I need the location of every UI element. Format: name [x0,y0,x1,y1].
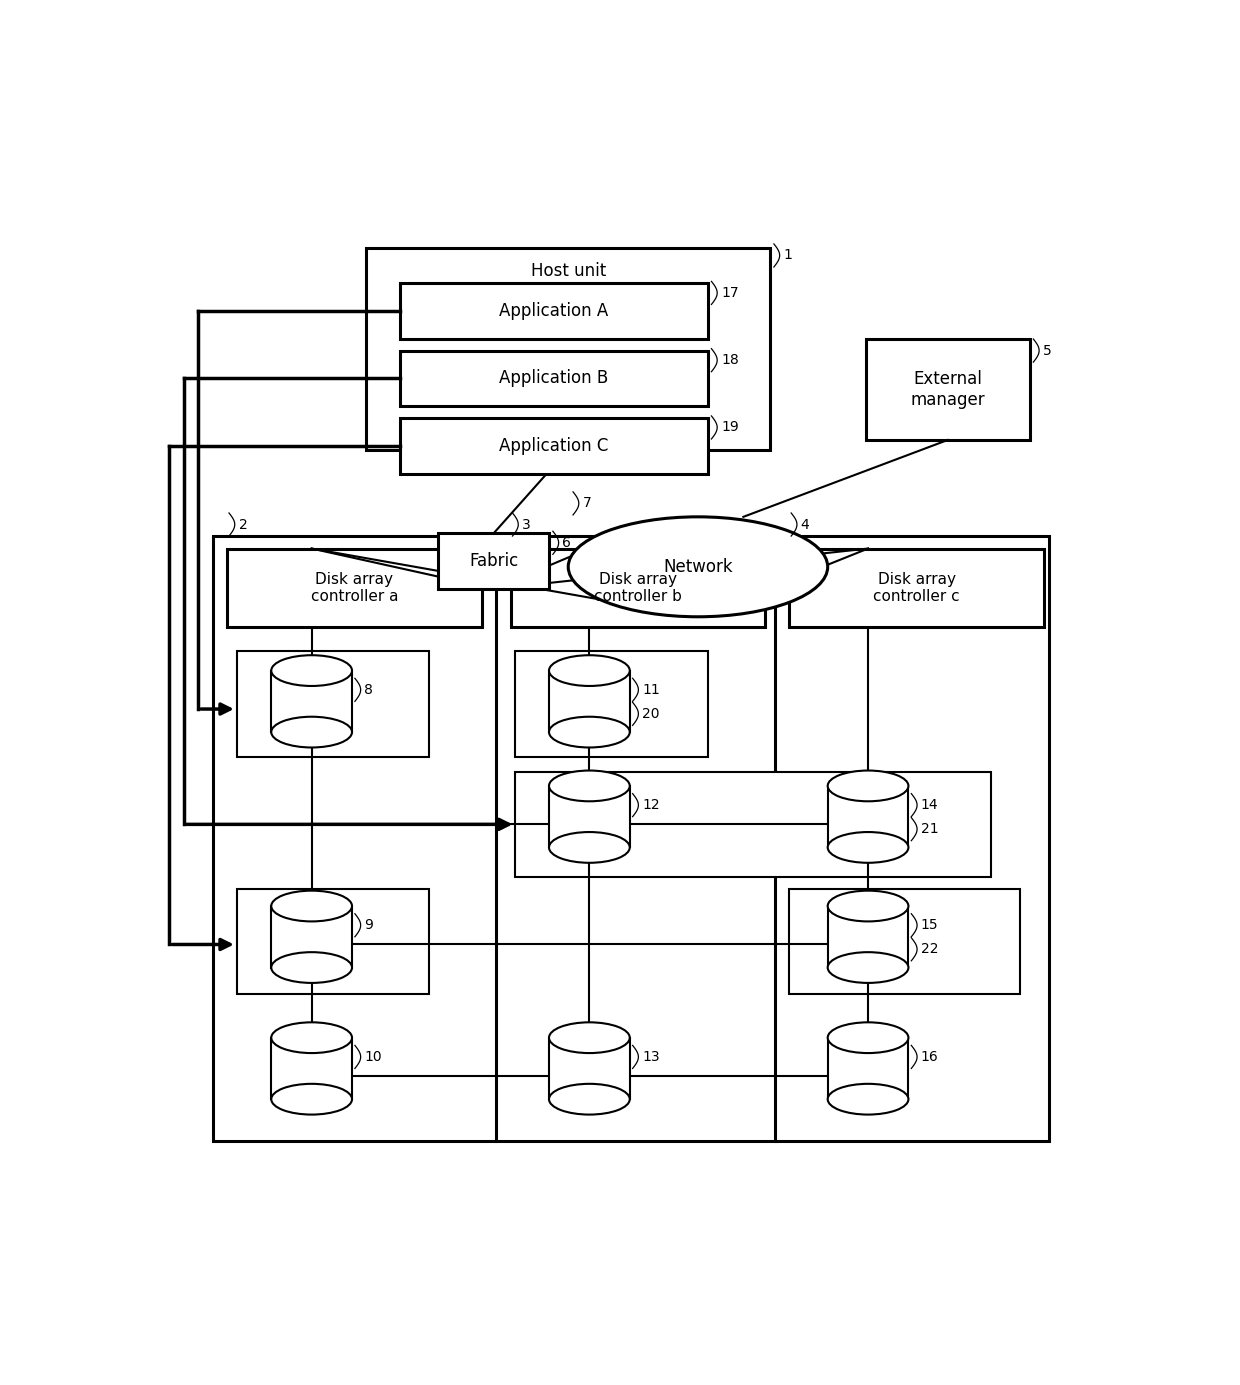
Ellipse shape [549,716,630,748]
Text: 7: 7 [583,496,591,511]
Text: Application B: Application B [500,370,609,388]
Text: Host unit: Host unit [531,262,606,280]
Ellipse shape [568,517,828,616]
Ellipse shape [828,891,909,921]
Text: 4: 4 [801,518,810,532]
Text: 20: 20 [642,706,660,720]
FancyBboxPatch shape [439,533,549,589]
Ellipse shape [549,1084,630,1115]
Text: 6: 6 [563,536,572,550]
FancyBboxPatch shape [237,889,429,994]
FancyBboxPatch shape [866,339,1029,440]
Text: Disk array
controller a: Disk array controller a [311,572,398,604]
Text: External
manager: External manager [910,370,985,409]
FancyBboxPatch shape [367,248,770,450]
Ellipse shape [272,951,352,983]
Ellipse shape [828,1022,909,1053]
Text: Application A: Application A [500,302,609,320]
Text: 13: 13 [642,1050,660,1064]
Ellipse shape [272,891,352,921]
Text: 19: 19 [720,421,739,435]
FancyBboxPatch shape [549,1037,630,1100]
FancyBboxPatch shape [401,350,708,406]
Text: 5: 5 [1043,343,1052,357]
Text: 15: 15 [921,918,939,932]
Text: 1: 1 [784,248,792,262]
FancyBboxPatch shape [272,1037,352,1100]
Text: Network: Network [663,558,733,576]
Ellipse shape [272,1084,352,1115]
Text: 11: 11 [642,683,660,697]
Ellipse shape [549,655,630,686]
Text: 9: 9 [365,918,373,932]
Ellipse shape [272,655,352,686]
Ellipse shape [828,770,909,802]
Text: Disk array
controller b: Disk array controller b [594,572,682,604]
FancyBboxPatch shape [828,1037,909,1100]
FancyBboxPatch shape [516,651,708,758]
FancyBboxPatch shape [227,548,481,627]
Ellipse shape [828,832,909,863]
FancyBboxPatch shape [272,670,352,733]
FancyBboxPatch shape [828,785,909,848]
Ellipse shape [549,832,630,863]
Text: Fabric: Fabric [469,553,518,571]
FancyBboxPatch shape [549,670,630,733]
Text: 3: 3 [522,518,531,532]
FancyBboxPatch shape [789,889,1019,994]
Text: Application C: Application C [500,436,609,454]
Text: 2: 2 [238,518,247,532]
FancyBboxPatch shape [516,771,991,877]
Text: Disk array
controller c: Disk array controller c [873,572,960,604]
FancyBboxPatch shape [272,906,352,968]
Ellipse shape [272,1022,352,1053]
FancyBboxPatch shape [789,548,1044,627]
FancyBboxPatch shape [828,906,909,968]
FancyBboxPatch shape [237,651,429,758]
Text: 17: 17 [720,285,739,301]
Ellipse shape [828,1084,909,1115]
FancyBboxPatch shape [401,418,708,474]
Text: 18: 18 [720,353,739,367]
Text: 14: 14 [921,798,939,812]
FancyBboxPatch shape [401,284,708,339]
Ellipse shape [272,716,352,748]
Ellipse shape [549,1022,630,1053]
Text: 21: 21 [921,823,939,837]
FancyBboxPatch shape [549,785,630,848]
Text: 16: 16 [921,1050,939,1064]
FancyBboxPatch shape [213,536,1049,1141]
Text: 22: 22 [921,942,939,956]
FancyBboxPatch shape [511,548,765,627]
Ellipse shape [549,770,630,802]
Text: 12: 12 [642,798,660,812]
Ellipse shape [828,951,909,983]
Text: 8: 8 [365,683,373,697]
Text: 10: 10 [365,1050,382,1064]
